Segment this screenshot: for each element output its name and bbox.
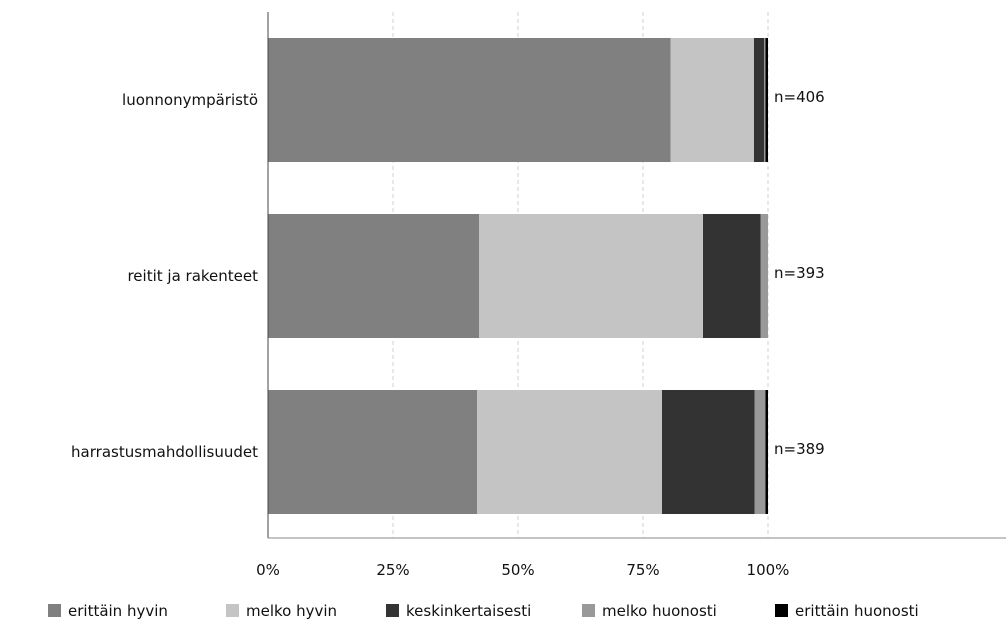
bar-segment — [765, 38, 768, 162]
bar-segment — [268, 390, 477, 514]
n-label: n=389 — [774, 440, 825, 458]
legend-label: erittäin huonosti — [795, 602, 919, 620]
legend-label: erittäin hyvin — [68, 602, 168, 620]
bar-segment — [662, 390, 755, 514]
bar-segment — [268, 38, 671, 162]
bar-segment — [760, 214, 768, 338]
legend-swatch — [386, 604, 399, 617]
bar-segment — [703, 214, 761, 338]
bar-segment — [764, 38, 766, 162]
legend-swatch — [48, 604, 61, 617]
x-tick-label: 75% — [626, 561, 659, 579]
bar-segment — [479, 214, 703, 338]
x-tick-label: 50% — [501, 561, 534, 579]
x-tick-label: 25% — [376, 561, 409, 579]
bars — [268, 38, 768, 514]
bar-segment — [765, 390, 768, 514]
category-labels: luonnonympäristö reitit ja rakenteet harra… — [71, 91, 258, 461]
legend-swatch — [582, 604, 595, 617]
legend-swatch — [226, 604, 239, 617]
legend-label: keskinkertaisesti — [406, 602, 531, 620]
bar-segment — [268, 214, 479, 338]
axes — [267, 12, 1006, 539]
x-tick-label: 0% — [256, 561, 280, 579]
legend: erittäin hyvin melko hyvin keskinkertaises… — [48, 602, 919, 620]
bar-segment — [754, 38, 764, 162]
n-label: n=393 — [774, 264, 825, 282]
bar-segment — [477, 390, 662, 514]
n-labels: n=406 n=393 n=389 — [774, 88, 825, 458]
n-label: n=406 — [774, 88, 825, 106]
category-label: harrastusmahdollisuudet — [71, 443, 258, 461]
bar-segment — [670, 38, 754, 162]
category-label: reitit ja rakenteet — [127, 267, 258, 285]
legend-swatch — [775, 604, 788, 617]
x-tick-label: 100% — [747, 561, 790, 579]
bar-segment — [754, 390, 766, 514]
legend-label: melko hyvin — [246, 602, 337, 620]
legend-label: melko huonosti — [602, 602, 717, 620]
category-label: luonnonympäristö — [122, 91, 258, 109]
x-tick-labels: 0% 25% 50% 75% 100% — [256, 561, 789, 579]
